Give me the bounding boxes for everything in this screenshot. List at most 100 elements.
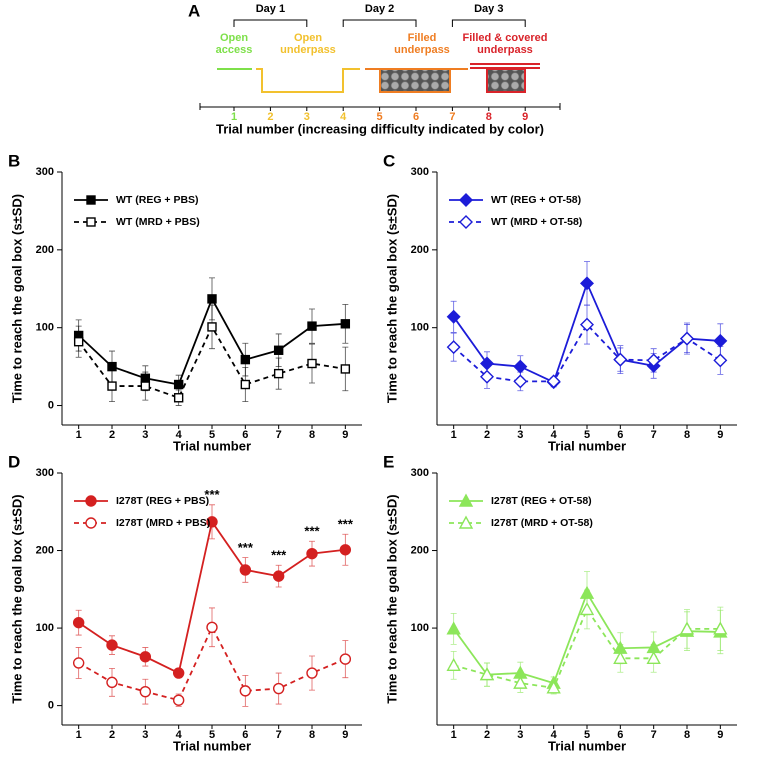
timeline-label: Trial number (increasing difficulty indi… [216,121,544,136]
marker [613,650,628,665]
marker [713,353,728,368]
x-tick-label: 3 [517,729,523,741]
significance: *** [271,548,287,563]
legend-label: WT (MRD + OT-58) [491,216,582,228]
panel-letter: D [8,452,20,471]
series-line [453,323,721,383]
y-axis-label: Time to reach the goal box (s±SD) [9,494,24,703]
marker [480,369,494,384]
x-tick-label: 4 [176,729,183,741]
legend-label: I278T (MRD + PBS) [116,517,210,529]
y-tick-label: 200 [411,544,429,556]
marker [340,364,351,374]
y-tick-label: 300 [36,467,54,479]
marker [713,621,728,635]
marker [713,333,728,348]
marker [240,354,251,365]
x-tick-label: 7 [276,429,282,441]
marker [172,667,185,679]
stage-label: Filled [408,32,437,44]
legend-marker [459,215,473,229]
marker [579,602,595,616]
marker [446,621,461,635]
marker [173,379,184,390]
stage-label: underpass [394,44,450,56]
x-tick-label: 3 [142,729,148,741]
y-tick-label: 100 [411,622,429,634]
x-tick-label: 5 [209,429,215,441]
x-tick-label: 7 [651,729,657,741]
y-tick-label: 0 [48,399,54,411]
x-tick-label: 2 [484,729,490,741]
x-tick-label: 2 [109,429,115,441]
marker [307,321,317,331]
marker [240,379,251,390]
x-tick-label: 2 [109,729,115,741]
marker [446,340,461,355]
day-bracket [342,19,417,27]
x-tick-label: 8 [684,729,690,741]
x-tick-label: 4 [176,429,183,441]
panel-letter: A [188,1,200,20]
y-tick-label: 200 [411,244,429,256]
x-tick-label: 8 [309,729,315,741]
trial-label: 3 [304,111,310,123]
marker [646,353,661,368]
legend-label: I278T (REG + PBS) [116,495,209,507]
marker [273,368,284,379]
y-tick-label: 300 [411,467,429,479]
x-tick-label: 1 [76,729,82,741]
y-axis-label: Time to reach the goal box (s±SD) [384,194,399,403]
marker [206,621,218,634]
x-tick-label: 1 [76,429,82,441]
y-tick-label: 300 [36,166,54,178]
legend-label: WT (MRD + PBS) [116,216,200,228]
x-tick-label: 7 [651,429,657,441]
marker [239,564,252,576]
filled-box [379,68,451,93]
y-tick-label: 200 [36,544,54,556]
marker [580,317,594,332]
day-label: Day 2 [365,3,394,15]
marker [172,694,185,706]
x-axis-label: Trial number [548,438,626,453]
legend-label: WT (REG + PBS) [116,194,199,206]
panel-letter: E [383,452,394,471]
x-tick-label: 9 [342,429,348,441]
legend-marker [458,515,474,529]
x-tick-label: 3 [517,429,523,441]
trial-label: 7 [449,111,455,123]
series-line [453,607,721,689]
x-tick-label: 9 [342,729,348,741]
marker [340,319,351,329]
x-tick-label: 6 [617,429,623,441]
legend-marker [459,193,473,207]
stage-label: Filled & covered [463,32,548,44]
significance: *** [204,487,220,502]
stage-label: access [216,44,253,56]
marker [479,667,495,681]
stage-label: underpass [280,44,336,56]
marker [513,374,528,389]
x-tick-label: 6 [617,729,623,741]
y-tick-label: 300 [411,166,429,178]
x-tick-label: 1 [451,729,457,741]
stage-label: Open [294,32,322,44]
marker [613,352,628,367]
legend-marker [86,217,96,227]
marker [206,516,218,528]
panel-letter: B [8,151,20,170]
x-tick-label: 9 [717,729,723,741]
marker [546,374,561,389]
y-tick-label: 0 [48,700,54,712]
legend-label: I278T (REG + OT-58) [491,495,592,507]
marker [446,657,461,671]
legend-label: I278T (MRD + OT-58) [491,517,593,529]
legend-marker [85,517,97,529]
marker [139,651,152,663]
marker [72,657,85,669]
legend-label: WT (REG + OT-58) [491,194,581,206]
marker [580,276,594,291]
